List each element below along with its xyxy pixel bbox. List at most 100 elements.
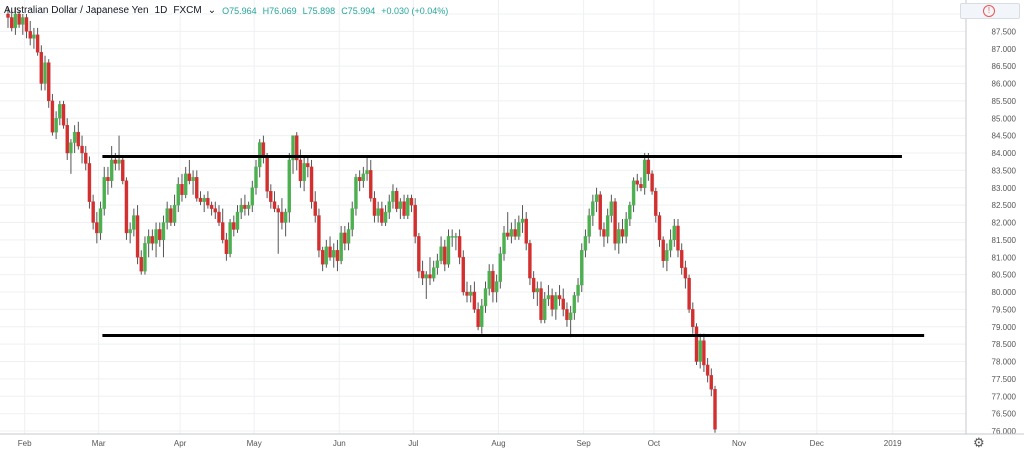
candle-body: [528, 243, 532, 279]
x-tick-label: May: [247, 439, 262, 448]
candle-body: [228, 222, 232, 254]
candle-body: [380, 208, 384, 223]
y-tick-label: 82.000: [992, 219, 1017, 228]
candle: [61, 100, 66, 129]
candle: [624, 212, 628, 244]
candle-body: [272, 201, 277, 209]
y-tick-label: 78.500: [992, 340, 1017, 349]
candle-body: [672, 225, 676, 241]
candle: [28, 20, 32, 46]
exchange-label: FXCM: [173, 5, 202, 16]
candle: [550, 288, 554, 317]
candle: [668, 229, 673, 258]
candle-body: [705, 364, 710, 376]
candle: [91, 194, 95, 230]
candle: [306, 156, 310, 178]
candle: [465, 281, 469, 303]
candle: [128, 222, 132, 244]
candle-body: [332, 250, 336, 258]
candle: [683, 260, 688, 289]
candle: [480, 298, 484, 334]
candle: [21, 14, 25, 35]
candle: [146, 229, 151, 258]
candle: [431, 260, 436, 282]
candle-body: [283, 211, 288, 223]
candle: [476, 302, 480, 331]
candle-body: [320, 250, 325, 265]
candle-body: [550, 295, 554, 310]
interval-label[interactable]: 1D: [154, 5, 168, 16]
candle-body: [17, 13, 21, 25]
candle-body: [642, 159, 647, 188]
candle: [691, 302, 695, 334]
candle: [461, 250, 465, 296]
candle: [239, 198, 243, 220]
y-tick-label: 85.000: [992, 114, 1017, 123]
candle-body: [180, 184, 184, 195]
x-tick-label: Feb: [18, 439, 32, 448]
candle: [365, 156, 369, 181]
candle-body: [483, 288, 488, 307]
candle-body: [417, 236, 421, 272]
candle: [198, 191, 203, 206]
candle: [102, 166, 106, 216]
level-lines[interactable]: [102, 154, 925, 337]
candle-body: [502, 232, 506, 254]
candle: [561, 288, 565, 317]
candle-body: [176, 184, 180, 206]
candle-body: [6, 13, 10, 18]
candle: [283, 208, 288, 237]
settings-gear-icon[interactable]: ⚙: [973, 435, 985, 450]
candle-body: [280, 211, 284, 223]
candle-body: [565, 309, 569, 321]
candle: [217, 205, 221, 226]
candle: [546, 285, 551, 306]
candle-body: [28, 31, 32, 39]
candle-body: [383, 211, 388, 223]
candle-body: [631, 180, 636, 206]
candle-body: [409, 197, 414, 206]
candle: [84, 146, 88, 171]
candle-body: [617, 229, 621, 244]
candle-body: [439, 246, 443, 261]
candle-body: [491, 270, 495, 293]
candle-body: [713, 389, 717, 430]
candle-body: [554, 295, 558, 310]
candle-body: [365, 170, 369, 175]
y-tick-label: 79.000: [992, 323, 1017, 332]
candle-body: [84, 152, 88, 164]
candle-body: [346, 229, 351, 244]
candle-body: [132, 215, 136, 230]
symbol-name[interactable]: Australian Dollar / Japanese Yen: [4, 5, 149, 16]
candle-body: [376, 208, 380, 216]
candle: [524, 212, 528, 251]
candle: [594, 187, 599, 213]
candle-body: [35, 34, 40, 53]
candle: [605, 208, 610, 244]
info-icon[interactable]: !: [983, 5, 995, 17]
candle-body: [598, 194, 602, 230]
candle: [132, 208, 136, 237]
candle-body: [428, 274, 432, 279]
chevron-down-icon[interactable]: ⌄: [207, 5, 217, 16]
y-tick-label: 87.500: [992, 27, 1017, 36]
candle-body: [635, 180, 639, 185]
candle: [676, 219, 680, 258]
candle-body: [639, 184, 643, 188]
candle: [694, 323, 699, 365]
candle: [328, 236, 332, 261]
candle: [124, 177, 129, 240]
candle: [72, 125, 77, 153]
candle-body: [106, 177, 110, 181]
candle-body: [324, 246, 329, 265]
candle: [531, 271, 536, 299]
candle-body: [124, 180, 129, 234]
candle: [291, 135, 295, 174]
candle: [209, 201, 214, 216]
grid: [0, 0, 966, 434]
candle-body: [387, 201, 391, 213]
candle-body: [261, 142, 266, 157]
